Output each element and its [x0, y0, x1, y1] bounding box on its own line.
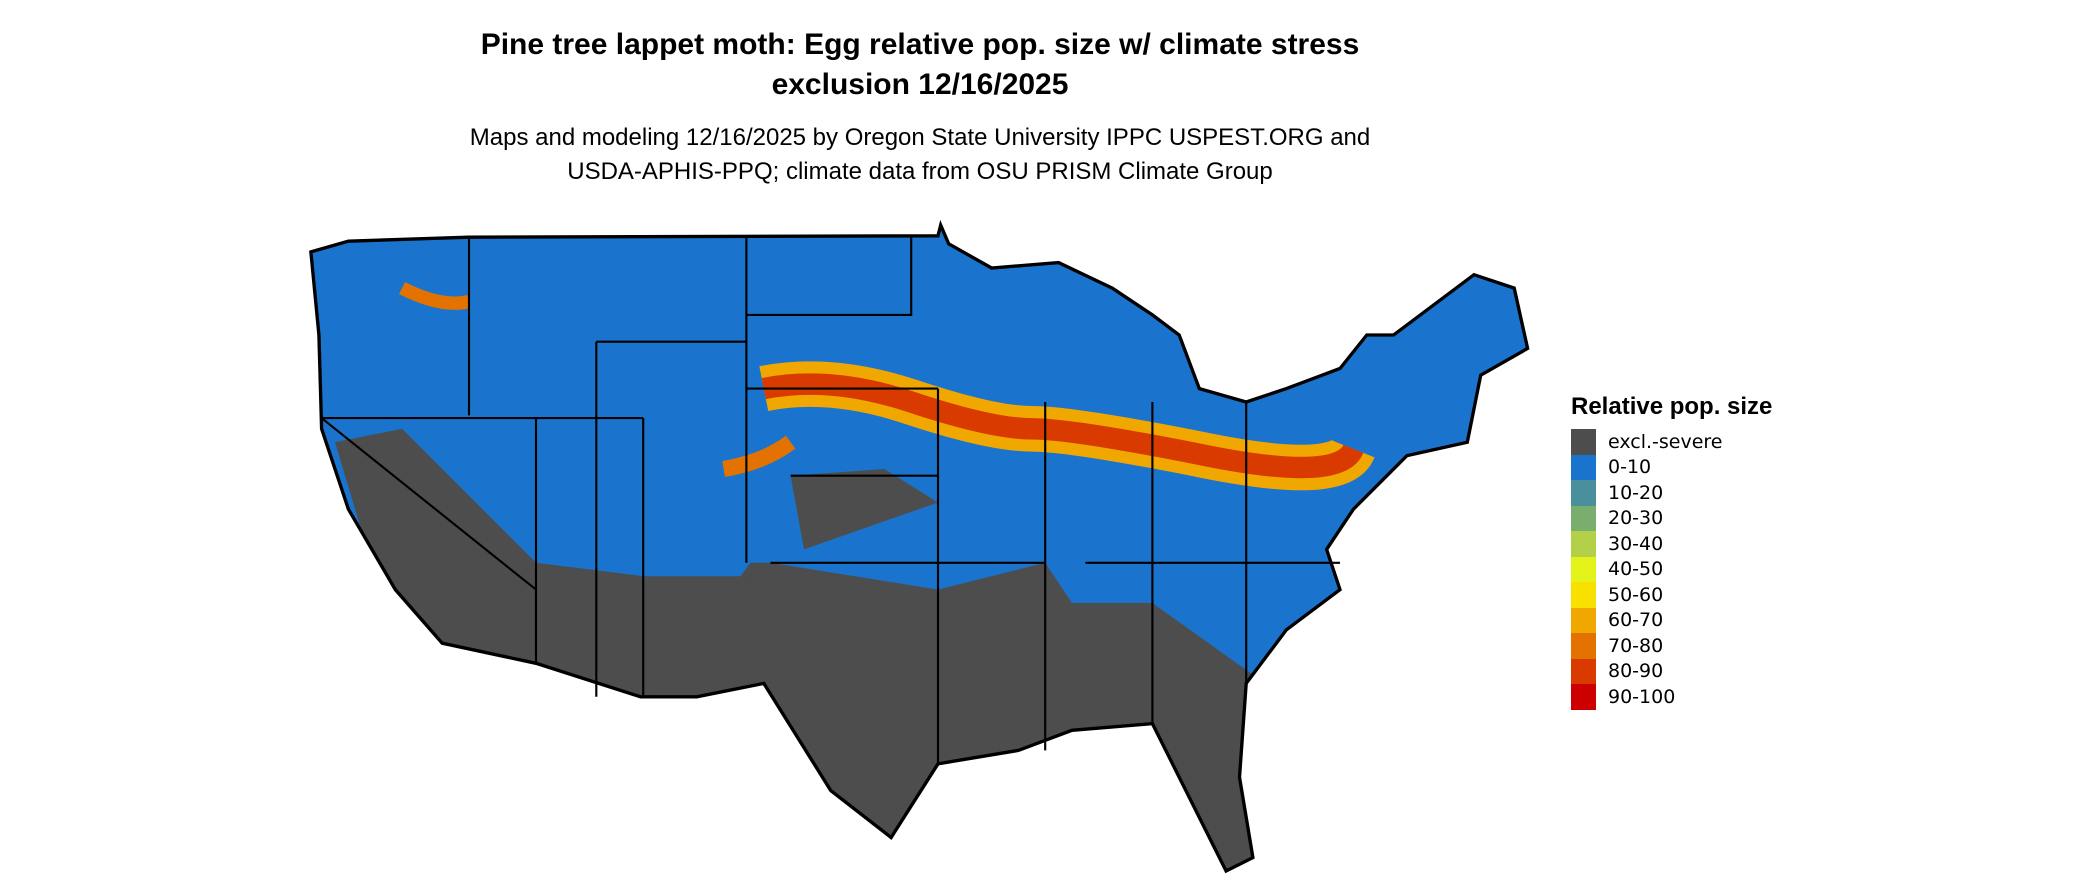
legend-label: 30-40	[1608, 532, 1664, 555]
legend-item: excl.-severe	[1571, 429, 1772, 455]
state-borders	[320, 235, 1341, 764]
legend-swatch	[1571, 607, 1596, 633]
legend-swatch	[1571, 531, 1596, 557]
legend-label: 70-80	[1608, 634, 1664, 657]
legend-item: 0-10	[1571, 454, 1772, 480]
legend-label: excl.-severe	[1608, 430, 1723, 453]
legend: Relative pop. size excl.-severe 0-10 10-20…	[1571, 393, 1772, 710]
legend-item: 10-20	[1571, 480, 1772, 506]
map-subtitle-line1: Maps and modeling 12/16/2025 by Oregon S…	[469, 124, 1371, 151]
legend-swatch	[1571, 556, 1596, 582]
legend-label: 10-20	[1608, 481, 1664, 504]
legend-swatch	[1571, 684, 1596, 710]
map-subtitle-line2: USDA-APHIS-PPQ; climate data from OSU PR…	[567, 158, 1273, 185]
legend-label: 20-30	[1608, 507, 1664, 530]
legend-label: 80-90	[1608, 660, 1664, 683]
legend-item: 30-40	[1571, 531, 1772, 557]
legend-swatch	[1571, 454, 1596, 480]
legend-label: 50-60	[1608, 583, 1664, 606]
legend-swatch	[1571, 429, 1596, 455]
legend-label: 40-50	[1608, 558, 1664, 581]
legend-label: 90-100	[1608, 685, 1676, 708]
legend-label: 0-10	[1608, 456, 1652, 479]
map-title-line1: Pine tree lappet moth: Egg relative pop.…	[480, 28, 1360, 61]
legend-swatch	[1571, 658, 1596, 684]
legend-item: 70-80	[1571, 633, 1772, 659]
legend-swatch	[1571, 505, 1596, 531]
band-colorado	[722, 435, 796, 477]
legend-swatch	[1571, 633, 1596, 659]
legend-item: 60-70	[1571, 607, 1772, 633]
legend-item: 80-90	[1571, 658, 1772, 684]
legend-swatch	[1571, 582, 1596, 608]
band-washington	[399, 282, 471, 310]
legend-item: 20-30	[1571, 505, 1772, 531]
legend-label: 60-70	[1608, 609, 1664, 632]
legend-title: Relative pop. size	[1571, 393, 1773, 420]
map-title-line2: exclusion 12/16/2025	[771, 68, 1069, 101]
legend-item: 40-50	[1571, 556, 1772, 582]
legend-item: 90-100	[1571, 684, 1772, 710]
legend-item: 50-60	[1571, 582, 1772, 608]
legend-swatch	[1571, 480, 1596, 506]
region-excluded-kansas	[790, 469, 938, 550]
